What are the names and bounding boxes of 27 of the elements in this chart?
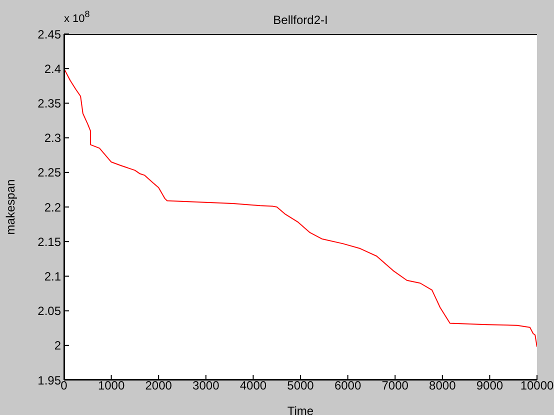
y-tick-label: 2.3: [44, 131, 62, 146]
y-tick-label: 2.45: [38, 27, 62, 42]
x-tick-label: 4000: [240, 378, 267, 393]
y-tick-label: 2.2: [44, 200, 62, 214]
x-tick-label: 2000: [145, 378, 172, 393]
chart-title: Bellford2-I: [273, 13, 328, 27]
text: x 10$^{8}$: [64, 9, 90, 25]
y-axis-title: makespan: [3, 179, 18, 235]
y-tick-label: 2.1: [44, 269, 62, 284]
x-tick-label: 10000: [520, 378, 554, 393]
x-tick-label: 6000: [334, 378, 362, 393]
x-tick-label: 0: [60, 378, 68, 393]
y-tick-label: 2: [54, 338, 62, 353]
x-tick-label: 9000: [476, 378, 504, 393]
y-tick-label: 2.15: [38, 234, 62, 249]
y-tick-label: 2.25: [38, 166, 62, 180]
y-tick-label: 1.95: [38, 373, 62, 388]
x-tick-label: 3000: [192, 378, 220, 393]
line-series: [64, 68, 537, 348]
y-tick-label: 2.05: [38, 304, 62, 318]
y-tick-label: 2.35: [38, 96, 62, 110]
x-tick-label: 8000: [429, 378, 456, 393]
x-tick-label: 5000: [287, 378, 314, 393]
x-tick-label: 1000: [98, 378, 125, 393]
x-tick-label: 7000: [382, 378, 409, 393]
y-tick-label: 2.4: [44, 62, 62, 76]
x-axis-title: Time: [287, 404, 314, 415]
